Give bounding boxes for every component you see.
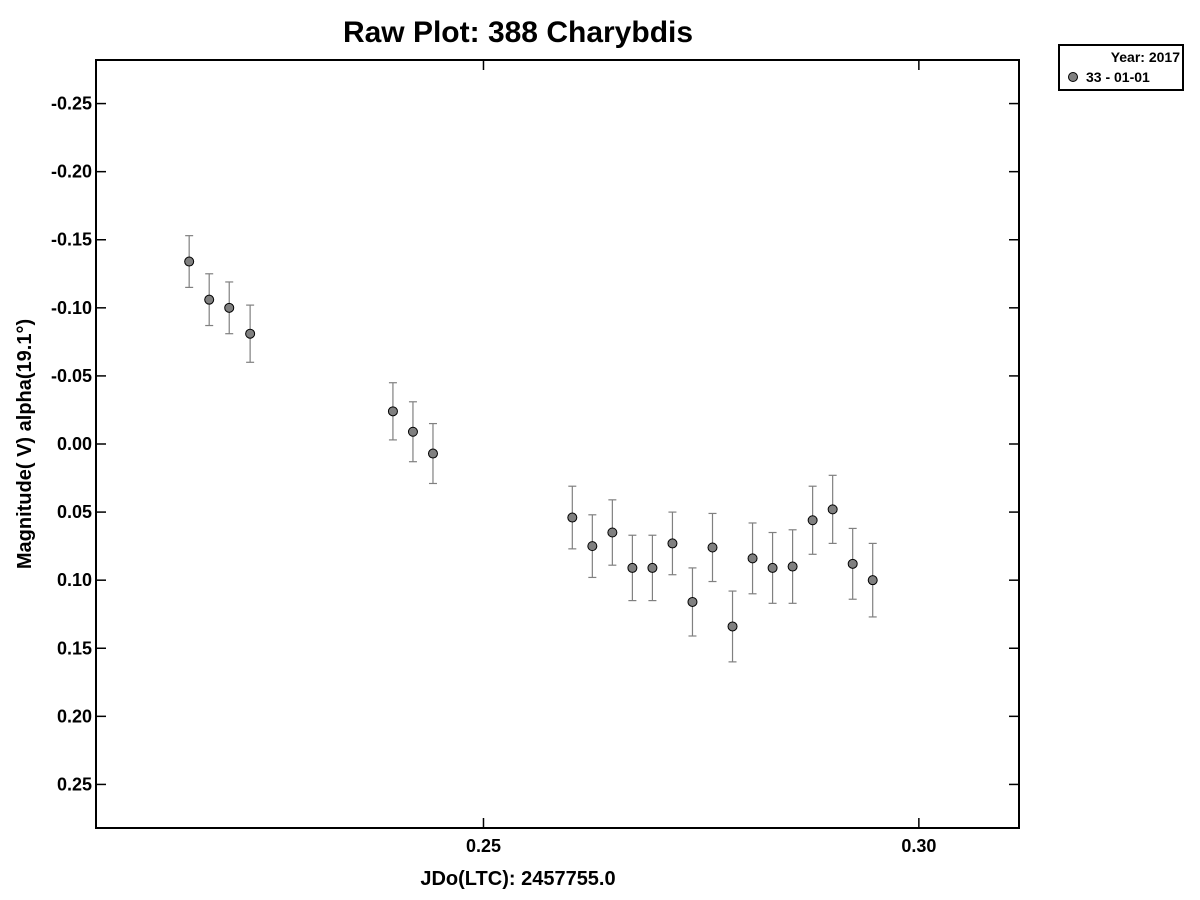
data-point [407, 426, 418, 437]
data-point [847, 558, 858, 569]
x-axis-label: JDo(LTC): 2457755.0 [420, 868, 615, 890]
data-point [767, 562, 778, 573]
y-tick-label: -0.10 [51, 298, 92, 318]
y-tick-label: 0.20 [57, 706, 92, 726]
y-axis-label: Magnitude( V) alpha(19.1°) [14, 319, 36, 569]
data-point [827, 504, 838, 515]
x-tick-label: 0.30 [901, 836, 936, 856]
data-point [647, 562, 658, 573]
data-point [607, 527, 618, 538]
data-point [427, 448, 438, 459]
y-tick-label: 0.00 [57, 434, 92, 454]
data-point [587, 541, 598, 552]
legend-title: Year: 2017 [1111, 49, 1180, 65]
legend-marker [1068, 72, 1078, 82]
data-point [807, 515, 818, 526]
y-tick-label: -0.15 [51, 230, 92, 250]
data-point [627, 562, 638, 573]
data-point [567, 512, 578, 523]
data-point [387, 406, 398, 417]
x-axis: 0.25 0.30 [466, 60, 936, 856]
data-point [687, 596, 698, 607]
y-tick-label: 0.15 [57, 638, 92, 658]
legend-entry: 33 - 01-01 [1086, 69, 1150, 85]
y-tick-label: 0.10 [57, 570, 92, 590]
data-point [224, 302, 235, 313]
data-point [667, 538, 678, 549]
chart-title: Raw Plot: 388 Charybdis [343, 16, 693, 49]
data-points [184, 235, 878, 663]
x-tick-label: 0.25 [466, 836, 501, 856]
y-tick-label: -0.20 [51, 162, 92, 182]
data-point [184, 256, 195, 267]
data-point [787, 561, 798, 572]
data-point [245, 328, 256, 339]
data-point [867, 575, 878, 586]
y-axis: -0.25 -0.20 -0.15 -0.10 -0.05 0.00 0.05 0.10 0.1… [51, 94, 1019, 794]
y-tick-label: 0.25 [57, 774, 92, 794]
y-tick-label: 0.05 [57, 502, 92, 522]
legend-box [1058, 44, 1184, 91]
y-tick-label: -0.25 [51, 94, 92, 114]
plot-frame [95, 59, 1020, 829]
y-tick-label: -0.05 [51, 366, 92, 386]
data-point [727, 621, 738, 632]
data-point [204, 294, 215, 305]
data-point [707, 542, 718, 553]
data-point [747, 553, 758, 564]
legend: Year: 2017 33 - 01-01 [1058, 44, 1184, 91]
